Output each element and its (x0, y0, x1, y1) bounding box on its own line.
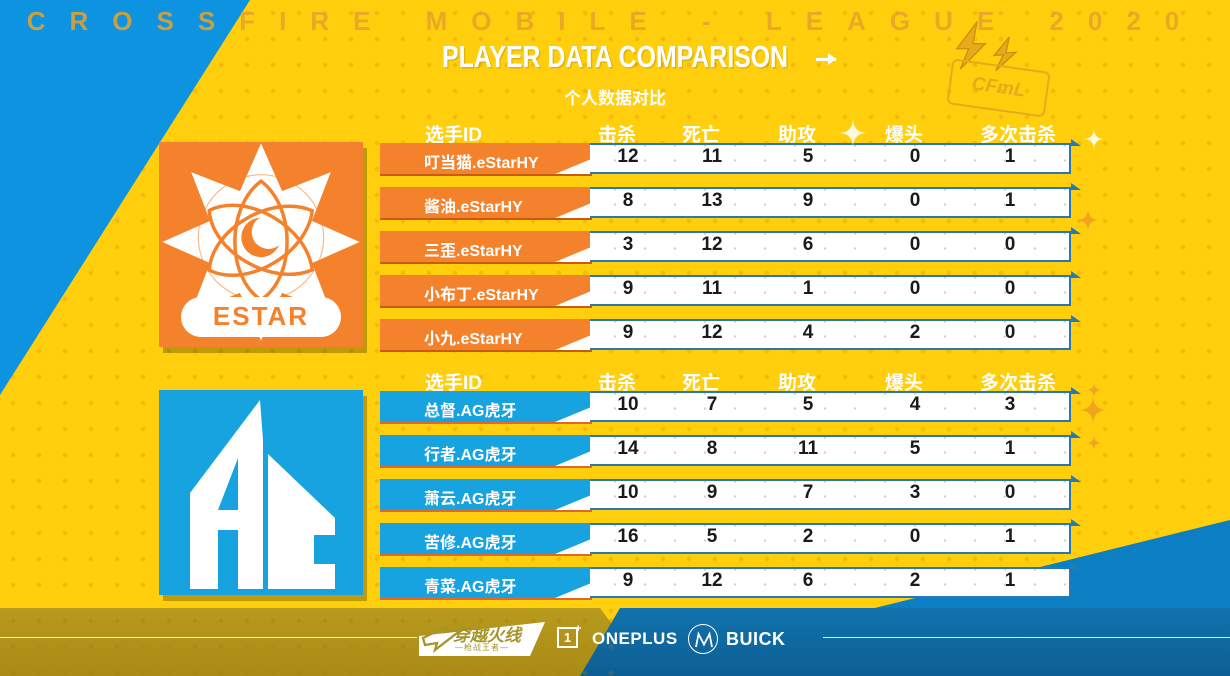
svg-text:ESTAR: ESTAR (213, 301, 309, 331)
